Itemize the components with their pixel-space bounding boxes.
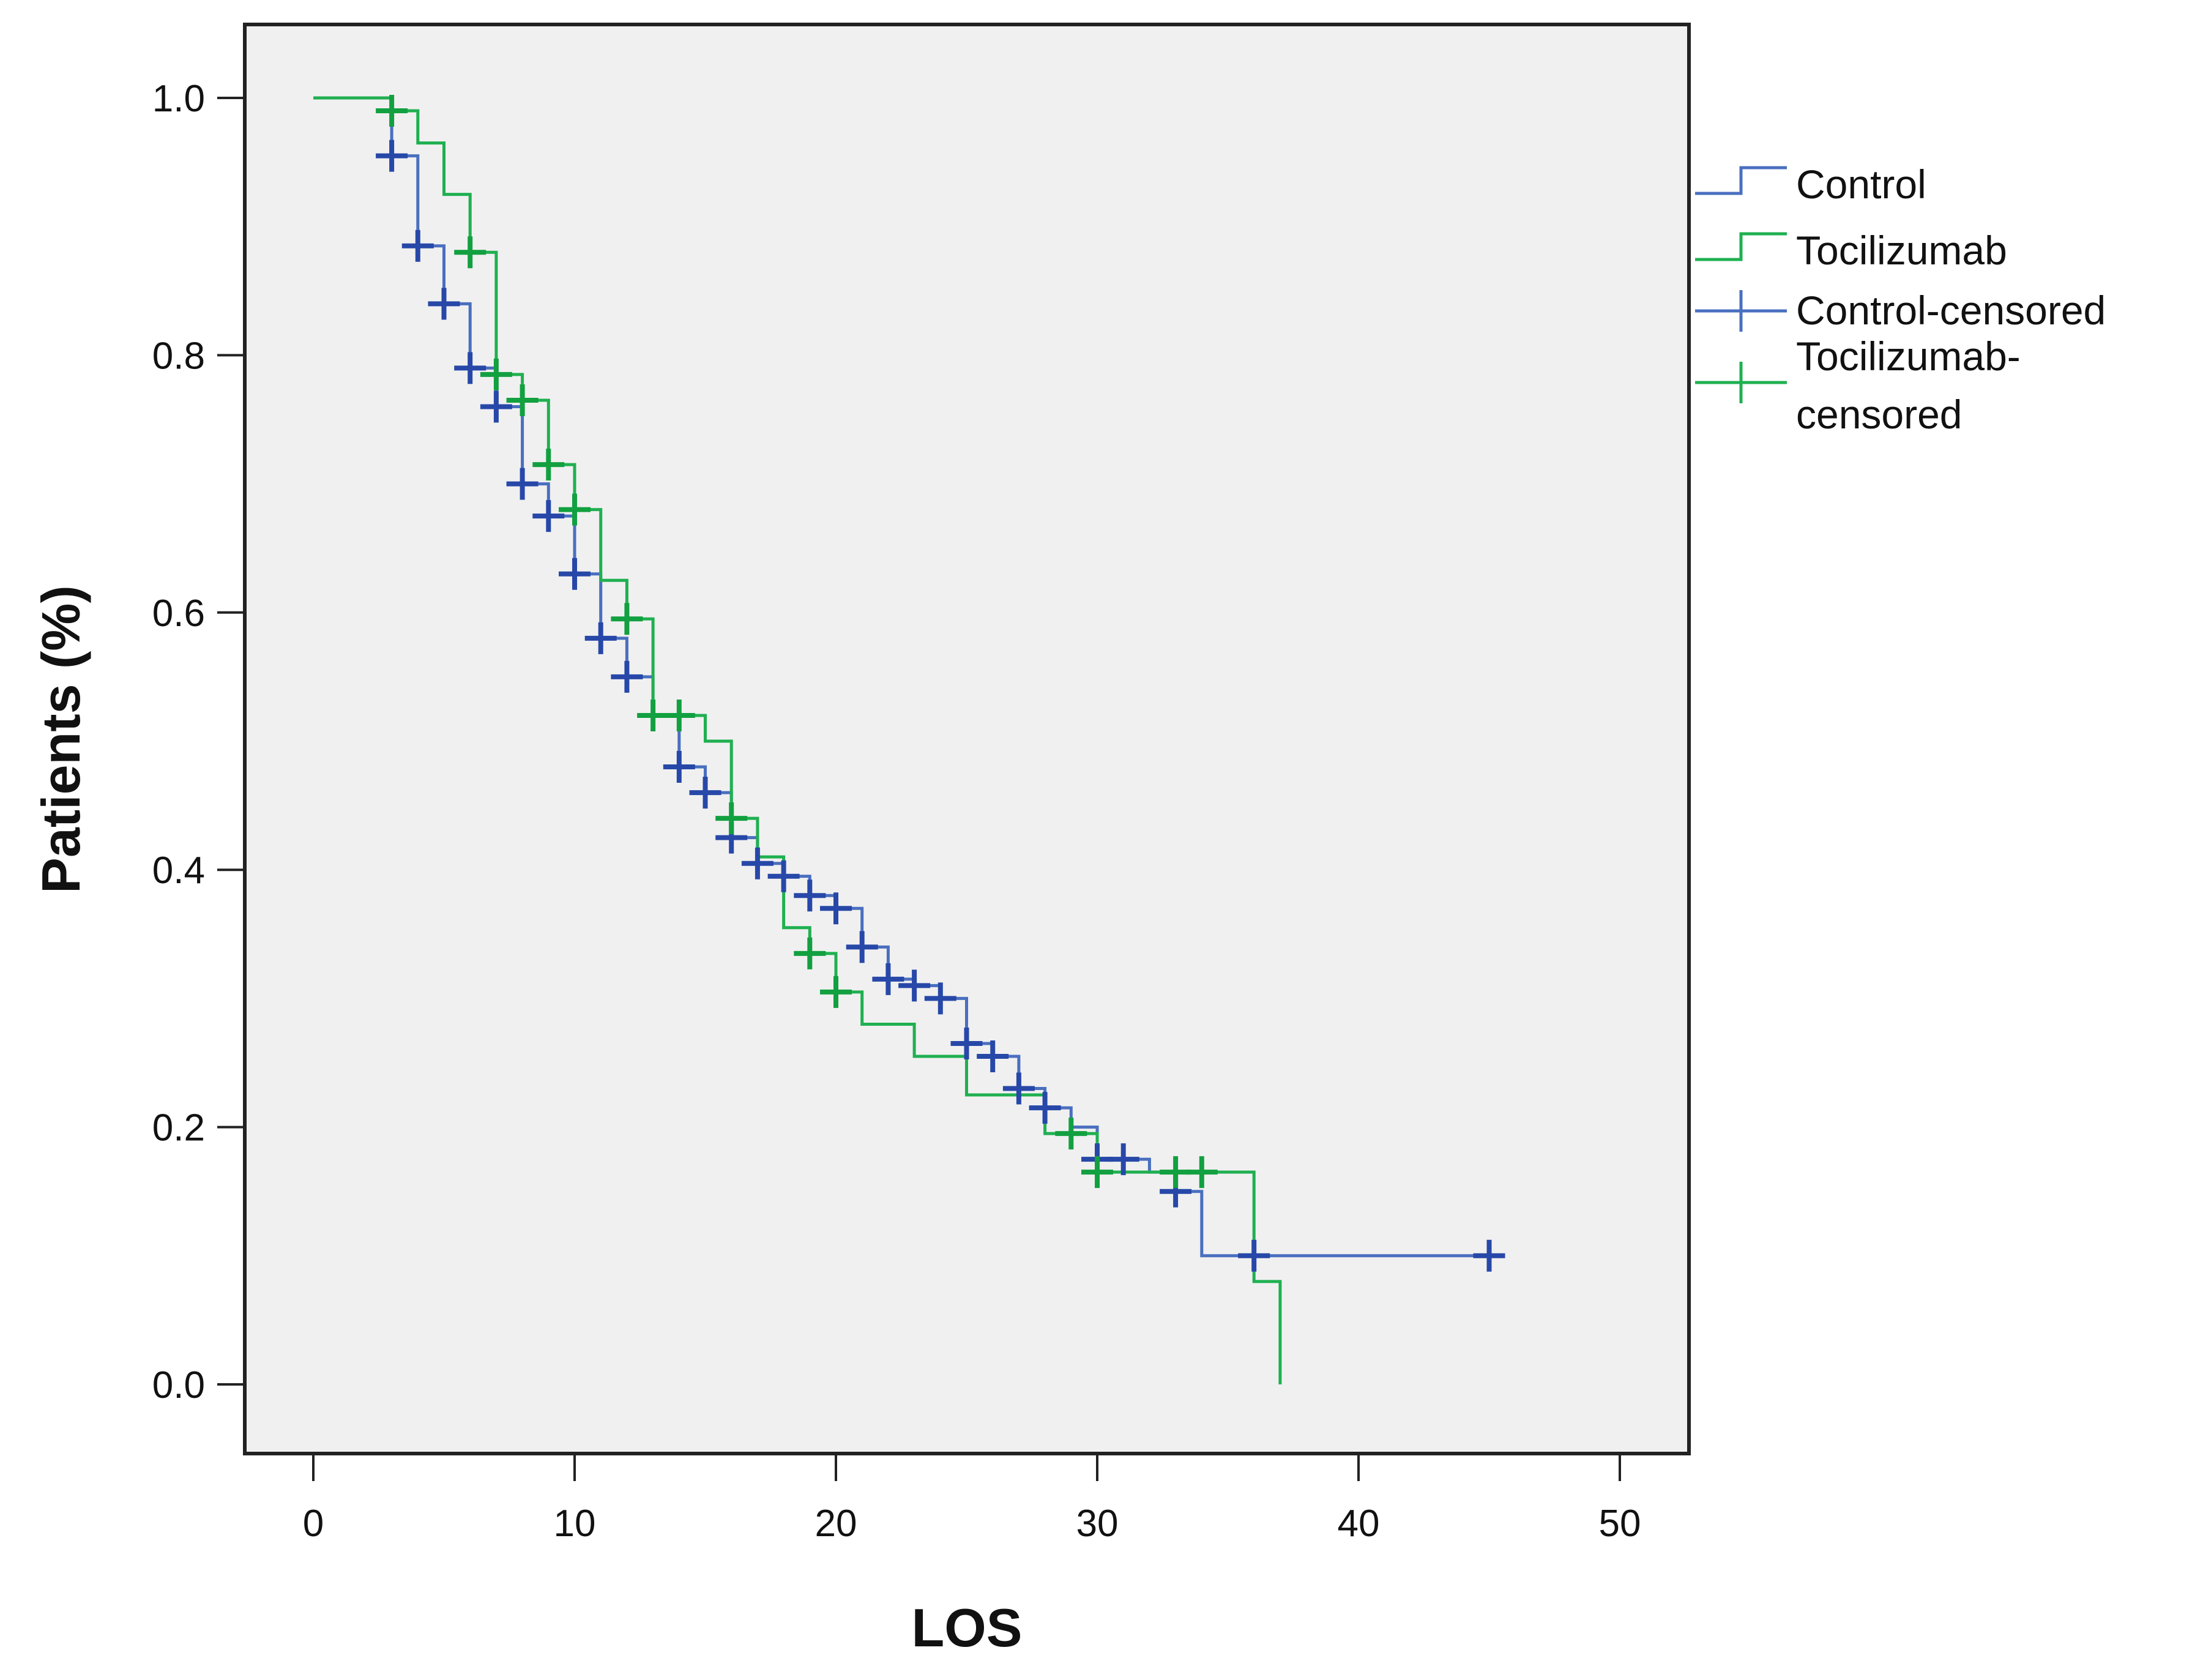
censor-mark-tocilizumab xyxy=(480,358,512,390)
censor-mark-control xyxy=(584,622,617,654)
censor-mark-tocilizumab xyxy=(1081,1156,1113,1189)
x-axis: 0 10 20 30 40 50 xyxy=(303,1454,1641,1545)
x-tick-label: 50 xyxy=(1599,1503,1641,1545)
censor-mark-control xyxy=(559,558,591,590)
plot-area xyxy=(243,23,1691,1455)
censor-mark-control xyxy=(1029,1092,1061,1124)
censor-mark-control xyxy=(1002,1072,1035,1105)
censor-mark-control xyxy=(977,1040,1009,1072)
y-tick-label: 0.0 xyxy=(152,1364,205,1406)
censor-mark-tocilizumab xyxy=(663,699,695,731)
censor-mark-tocilizumab xyxy=(715,802,748,835)
censor-mark-control xyxy=(663,751,695,783)
x-tick-label: 40 xyxy=(1338,1503,1380,1545)
censor-mark-tocilizumab xyxy=(794,937,826,969)
censor-mark-tocilizumab xyxy=(559,493,591,526)
censor-mark-control xyxy=(1473,1239,1505,1272)
legend-step-swatch xyxy=(1695,166,1787,195)
censor-mark-tocilizumab xyxy=(1055,1118,1087,1150)
x-tick-label: 10 xyxy=(554,1503,596,1545)
censor-mark-control xyxy=(950,1027,983,1059)
x-tick-label: 30 xyxy=(1076,1503,1119,1545)
censor-marks xyxy=(376,95,1505,1272)
legend-label: Control-censored xyxy=(1796,288,2106,333)
legend-label-line2: censored xyxy=(1796,392,1963,437)
legend-label: Tocilizumab- xyxy=(1796,334,2021,379)
y-tick-label: 0.6 xyxy=(152,592,205,635)
censor-mark-tocilizumab xyxy=(454,236,486,269)
y-axis-title: Patients (%) xyxy=(31,585,91,894)
censor-mark-tocilizumab xyxy=(376,95,408,127)
y-tick-label: 0.4 xyxy=(152,849,205,892)
legend-label: Tocilizumab xyxy=(1796,228,2007,273)
censor-mark-control xyxy=(376,140,408,172)
x-tick-label: 0 xyxy=(303,1503,324,1545)
censor-mark-control xyxy=(741,847,773,879)
censor-mark-tocilizumab xyxy=(532,449,565,481)
censor-mark-control xyxy=(898,969,931,1002)
censor-mark-control xyxy=(454,352,486,384)
legend-item: Control xyxy=(1695,162,1926,207)
censor-mark-control xyxy=(480,390,512,423)
censor-mark-control xyxy=(846,931,878,963)
censor-mark-control xyxy=(532,500,565,532)
legend-item: Control-censored xyxy=(1695,288,2106,333)
censor-mark-control xyxy=(1107,1143,1139,1176)
censor-mark-control xyxy=(767,860,800,892)
censor-mark-control xyxy=(1238,1239,1270,1272)
censor-mark-control xyxy=(924,982,956,1015)
censor-mark-control xyxy=(872,963,904,995)
x-tick-label: 20 xyxy=(815,1503,857,1545)
censor-mark-control xyxy=(820,892,852,925)
x-axis-title: LOS xyxy=(912,1597,1023,1658)
censor-mark-tocilizumab xyxy=(611,603,643,635)
y-tick-label: 0.8 xyxy=(152,335,205,377)
legend-item: Tocilizumab-censored xyxy=(1695,334,2021,437)
legend: Control Tocilizumab Control-censoredTocili… xyxy=(1695,162,2106,437)
censor-mark-control xyxy=(794,879,826,912)
y-tick-label: 1.0 xyxy=(152,78,205,120)
censor-mark-control xyxy=(401,230,434,262)
legend-item: Tocilizumab xyxy=(1695,228,2007,273)
censor-mark-tocilizumab xyxy=(820,976,852,1008)
censor-mark-control xyxy=(506,468,539,500)
y-axis: 0.0 0.2 0.4 0.6 0.8 1.0 xyxy=(152,78,245,1406)
legend-label: Control xyxy=(1796,162,1926,207)
y-tick-label: 0.2 xyxy=(152,1107,205,1149)
censor-mark-tocilizumab xyxy=(506,384,539,416)
legend-step-swatch xyxy=(1695,232,1787,261)
censor-mark-control xyxy=(611,660,643,693)
censor-mark-tocilizumab xyxy=(1185,1156,1218,1189)
censor-mark-control xyxy=(428,288,460,320)
censor-mark-control xyxy=(689,777,721,809)
